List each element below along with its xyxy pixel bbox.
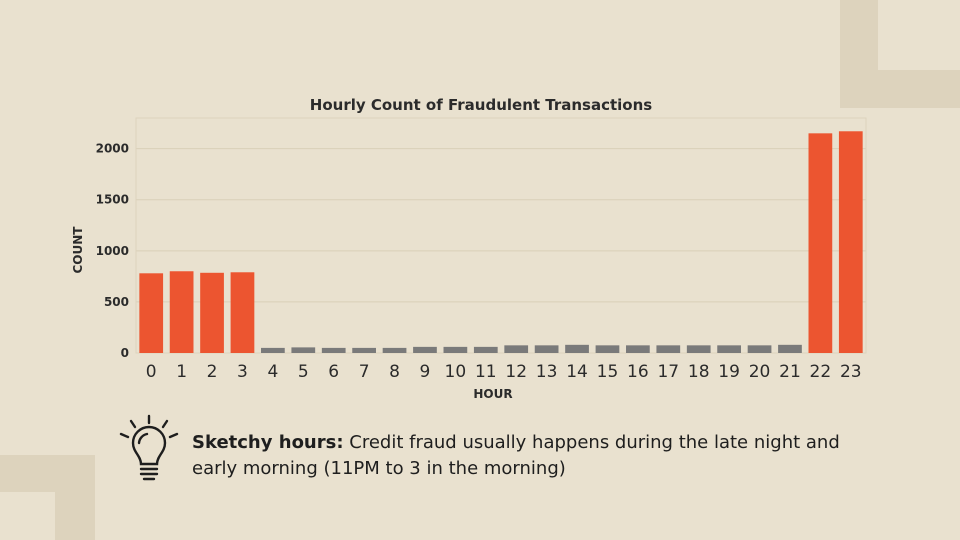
x-tick-label: 16 [627, 362, 649, 382]
y-tick-label: 0 [121, 346, 129, 360]
bar-hour-5 [291, 347, 316, 353]
corner-decoration-bottom-left-inner [0, 492, 55, 540]
bar-hour-6 [321, 347, 346, 353]
bar-hour-12 [504, 345, 529, 353]
x-tick-label: 0 [146, 362, 157, 382]
bar-hour-22 [808, 133, 833, 353]
y-tick-label: 1000 [96, 244, 129, 258]
chart-gridlines [135, 117, 867, 354]
x-tick-label: 22 [810, 362, 832, 382]
bar-hour-8 [382, 347, 407, 353]
x-tick-label: 23 [840, 362, 862, 382]
x-tick-label: 4 [267, 362, 278, 382]
x-tick-label: 6 [328, 362, 339, 382]
plot-frame [135, 117, 867, 354]
bar-hour-17 [656, 345, 681, 353]
chart-bars [139, 131, 863, 353]
y-tick-label: 500 [104, 295, 129, 309]
bar-hour-10 [443, 346, 468, 353]
bar-hour-16 [626, 345, 650, 353]
x-tick-label: 14 [566, 362, 588, 382]
bar-hour-1 [169, 271, 194, 353]
bar-hour-9 [413, 346, 437, 353]
bar-hour-18 [686, 345, 711, 353]
x-tick-label: 20 [749, 362, 771, 382]
y-axis-ticks: 0 500 1000 1500 2000 [96, 142, 129, 360]
x-tick-label: 7 [359, 362, 370, 382]
bar-hour-14 [565, 344, 589, 353]
corner-decoration-top-right-inner [878, 0, 960, 70]
callout-body: Credit fraud usually happens during the … [192, 432, 840, 479]
x-tick-label: 5 [298, 362, 309, 382]
x-tick-label: 2 [207, 362, 218, 382]
x-tick-label: 11 [475, 362, 497, 382]
x-tick-label: 19 [718, 362, 740, 382]
bar-hour-23 [838, 131, 863, 353]
x-axis-ticks: 0 1 2 3 4 5 6 7 8 9 10 11 12 13 14 15 16 17 18 19 20 21 22 23 [146, 362, 862, 382]
bar-hour-3 [230, 272, 255, 353]
y-tick-label: 2000 [96, 142, 129, 156]
bar-hour-0 [139, 273, 164, 353]
bar-hour-4 [261, 347, 285, 353]
x-tick-label: 21 [779, 362, 801, 382]
bar-hour-7 [352, 347, 376, 353]
x-tick-label: 8 [389, 362, 400, 382]
bar-hour-2 [200, 272, 224, 353]
x-tick-label: 18 [688, 362, 710, 382]
bar-hour-20 [747, 345, 772, 353]
x-axis-label: HOUR [473, 387, 512, 401]
callout-text: Sketchy hours: Credit fraud usually happ… [192, 430, 856, 482]
bar-hour-19 [717, 345, 741, 353]
callout-bold-label: Sketchy hours: [192, 432, 344, 453]
x-tick-label: 3 [237, 362, 248, 382]
x-tick-label: 15 [597, 362, 619, 382]
y-axis-label: COUNT [71, 226, 85, 274]
x-tick-label: 12 [505, 362, 527, 382]
x-tick-label: 17 [657, 362, 679, 382]
bar-hour-13 [534, 345, 559, 353]
x-tick-label: 1 [176, 362, 187, 382]
bar-hour-21 [778, 344, 802, 353]
bar-hour-11 [473, 346, 498, 353]
x-tick-label: 13 [536, 362, 558, 382]
chart-title: Hourly Count of Fraudulent Transactions [310, 96, 653, 114]
x-tick-label: 10 [445, 362, 467, 382]
x-tick-label: 9 [420, 362, 431, 382]
lightbulb-icon [119, 414, 179, 481]
bar-hour-15 [595, 345, 620, 353]
y-tick-label: 1500 [96, 193, 129, 207]
insight-callout: Sketchy hours: Credit fraud usually happ… [116, 414, 856, 488]
